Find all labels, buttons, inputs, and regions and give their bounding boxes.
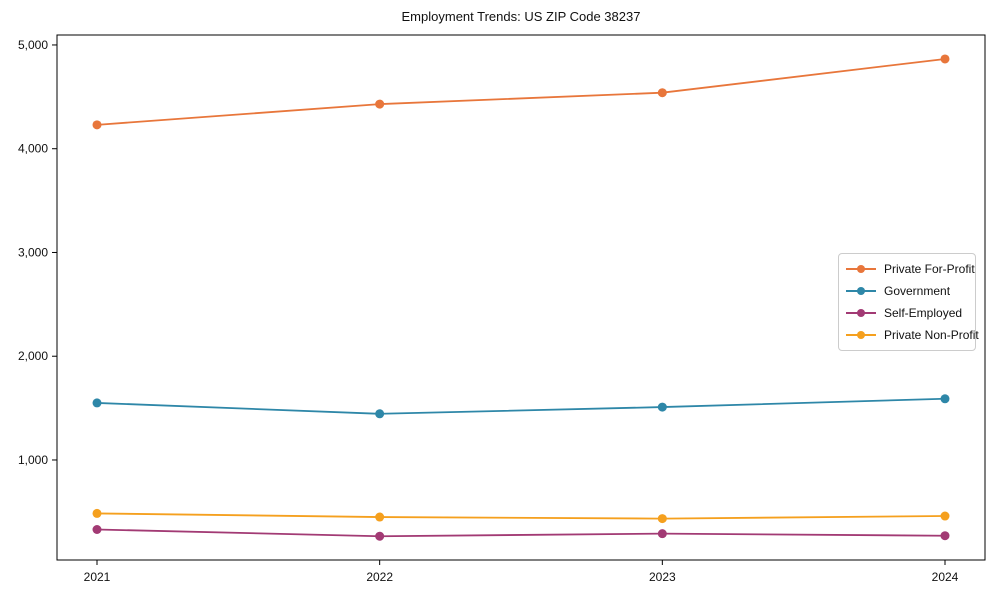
- y-tick-label: 4,000: [18, 142, 48, 156]
- legend-item: Private For-Profit: [846, 260, 975, 278]
- series-line-0: [96, 58, 946, 126]
- legend-label: Government: [884, 284, 951, 298]
- data-point: [940, 531, 950, 541]
- legend-item: Private Non-Profit: [846, 326, 979, 344]
- data-point: [375, 512, 385, 522]
- data-point: [657, 514, 667, 524]
- data-point: [375, 99, 385, 109]
- data-point: [657, 402, 667, 412]
- plot-border: [56, 34, 986, 561]
- chart-title: Employment Trends: US ZIP Code 38237: [401, 9, 641, 24]
- data-point: [92, 524, 102, 534]
- legend-label: Private Non-Profit: [884, 328, 979, 342]
- x-tick-label: 2024: [932, 570, 959, 584]
- legend-item: Self-Employed: [846, 304, 967, 322]
- data-point: [92, 508, 102, 518]
- x-tick-label: 2022: [366, 570, 393, 584]
- legend-line-marker-icon: [846, 286, 876, 296]
- y-tick-label: 5,000: [18, 38, 48, 52]
- legend-label: Self-Employed: [884, 306, 963, 320]
- legend-item: Government: [846, 282, 967, 300]
- legend-label: Private For-Profit: [884, 262, 975, 276]
- data-point: [940, 511, 950, 521]
- data-point: [92, 398, 102, 408]
- legend-line-marker-icon: [846, 264, 876, 274]
- x-tick-label: 2023: [649, 570, 676, 584]
- data-point: [92, 120, 102, 130]
- data-point: [940, 394, 950, 404]
- data-point: [940, 54, 950, 64]
- series-line-2: [96, 528, 946, 538]
- data-point: [375, 409, 385, 419]
- legend-line-marker-icon: [846, 308, 876, 318]
- x-tick-label: 2021: [84, 570, 111, 584]
- y-tick-label: 3,000: [18, 245, 48, 259]
- legend: Private For-Profit Government Self-Emplo…: [838, 253, 979, 351]
- series-line-3: [96, 512, 946, 520]
- legend-line-marker-icon: [846, 330, 876, 340]
- series-line-1: [96, 397, 946, 415]
- y-tick-label: 1,000: [18, 453, 48, 467]
- y-tick-label: 2,000: [18, 349, 48, 363]
- data-point: [657, 529, 667, 539]
- data-point: [657, 88, 667, 98]
- data-point: [375, 531, 385, 541]
